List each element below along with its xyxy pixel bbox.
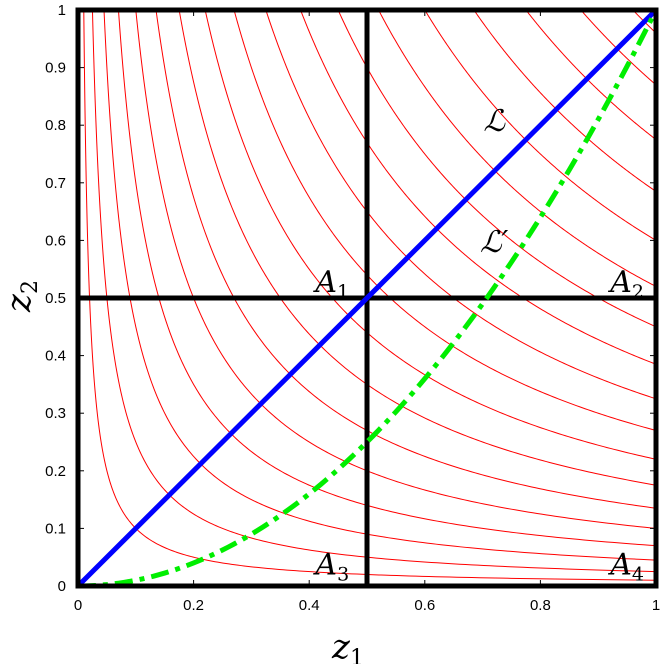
y-tick-label: 0.1 — [45, 520, 66, 537]
y-axis-title-sub: 2 — [18, 280, 43, 294]
y-tick-label: 0.6 — [45, 232, 66, 249]
region-label-sub: 2 — [632, 281, 644, 303]
y-tick-label: 0.9 — [45, 60, 66, 77]
y-tick-label: 0.7 — [45, 175, 66, 192]
y-tick-label: 0.4 — [45, 348, 66, 365]
region-label-main: A — [607, 547, 632, 582]
y-tick-label: 0 — [58, 578, 66, 595]
x-tick-label: 0.2 — [183, 597, 204, 614]
region-label-main: A — [607, 265, 632, 300]
x-axis-title-main: z — [331, 627, 351, 664]
x-tick-label: 1 — [652, 597, 660, 614]
region-label-main: A — [312, 265, 337, 300]
x-tick-label: 0.8 — [530, 597, 551, 614]
y-tick-label: 0.5 — [45, 290, 66, 307]
curve-label-L: ℒ — [483, 104, 506, 139]
tick-labels: 0 0.2 0.4 0.6 0.8 1 0 0.1 0.2 0.3 0.4 0.5 0.6 0.7 0.8 0… — [45, 2, 660, 614]
region-label-a3: A3 — [312, 547, 349, 585]
y-tick-label: 1 — [58, 2, 66, 19]
x-tick-label: 0.4 — [299, 597, 320, 614]
y-axis-title: z2 — [0, 280, 43, 313]
region-label-sub: 4 — [632, 563, 644, 585]
region-label-sub: 3 — [337, 563, 349, 585]
y-tick-label: 0.3 — [45, 405, 66, 422]
x-tick-label: 0 — [74, 597, 82, 614]
region-label-a2: A2 — [607, 265, 644, 303]
series-lines — [78, 10, 656, 586]
x-axis-title: z1 — [331, 627, 364, 664]
y-tick-label: 0.2 — [45, 463, 66, 480]
region-label-main: A — [312, 547, 337, 582]
x-axis-title-sub: 1 — [350, 646, 364, 664]
curve-label-L-prime: ℒ′ — [480, 225, 509, 260]
y-tick-label: 0.8 — [45, 117, 66, 134]
series-line-L — [78, 10, 656, 586]
region-label-a1: A1 — [312, 265, 349, 303]
region-label-a4: A4 — [607, 547, 644, 585]
x-tick-label: 0.6 — [414, 597, 435, 614]
y-axis-title-main: z — [0, 293, 39, 313]
region-label-sub: 1 — [337, 281, 349, 303]
